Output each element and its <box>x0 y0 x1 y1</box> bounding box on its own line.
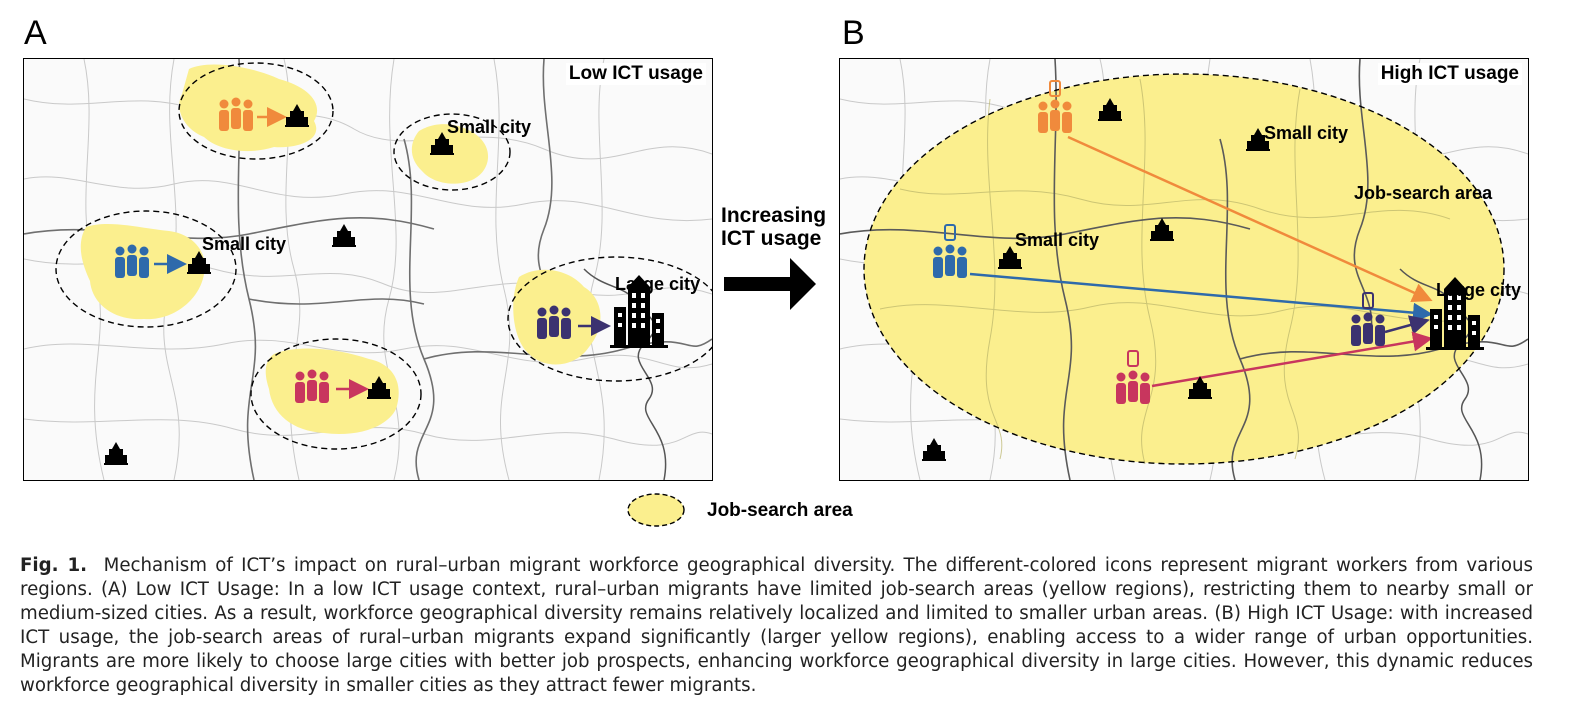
orange-worker-group-a <box>219 97 253 131</box>
transition-label: Increasing ICT usage <box>721 204 826 250</box>
legend-label: Job-search area <box>707 500 853 521</box>
small-city-icon <box>922 438 946 461</box>
transition-line-2: ICT usage <box>721 227 822 250</box>
panel-b-small-city-label-1: Small city <box>1264 123 1349 143</box>
transition-arrow-icon <box>724 258 816 310</box>
panel-a-map-graphic <box>24 59 712 480</box>
panel-a-title: Low ICT usage <box>565 63 706 85</box>
panel-b-large-city-label: Large city <box>1436 280 1522 300</box>
panel-a-small-city-label-1: Small city <box>447 117 532 137</box>
small-city-icon <box>332 224 356 247</box>
small-city-icon <box>104 442 128 465</box>
panel-b-small-city-label-2: Small city <box>1015 230 1100 250</box>
legend-job-search-swatch <box>627 493 685 527</box>
panel-a-small-city-label-2: Small city <box>202 234 287 254</box>
panel-b-letter: B <box>842 14 865 52</box>
panel-b-title: High ICT usage <box>1377 63 1522 85</box>
panel-b-map: High ICT usage Small city Small city Job… <box>839 58 1529 481</box>
caption-text: Mechanism of ICT’s impact on rural–urban… <box>20 555 1533 696</box>
navy-worker-group-b <box>1351 292 1385 346</box>
panel-b-map-graphic <box>840 59 1528 480</box>
crimson-worker-group-a <box>295 369 329 403</box>
navy-worker-group-a <box>537 305 571 339</box>
blue-worker-group-a <box>115 244 149 278</box>
caption-fig-label: Fig. 1. <box>20 555 88 576</box>
figure-caption: Fig. 1. Mechanism of ICT’s impact on rur… <box>20 554 1533 698</box>
panel-a-map: Low ICT usage Small city Small city Larg… <box>23 58 713 481</box>
panel-b-job-search-area-label: Job-search area <box>1354 183 1493 203</box>
panel-a-large-city-label: Large city <box>615 274 701 294</box>
transition-line-1: Increasing <box>721 204 827 227</box>
crimson-worker-group-b <box>1116 350 1150 404</box>
orange-worker-group-b <box>1038 80 1072 133</box>
panel-a-letter: A <box>24 14 47 52</box>
blue-worker-group-b <box>933 224 967 278</box>
